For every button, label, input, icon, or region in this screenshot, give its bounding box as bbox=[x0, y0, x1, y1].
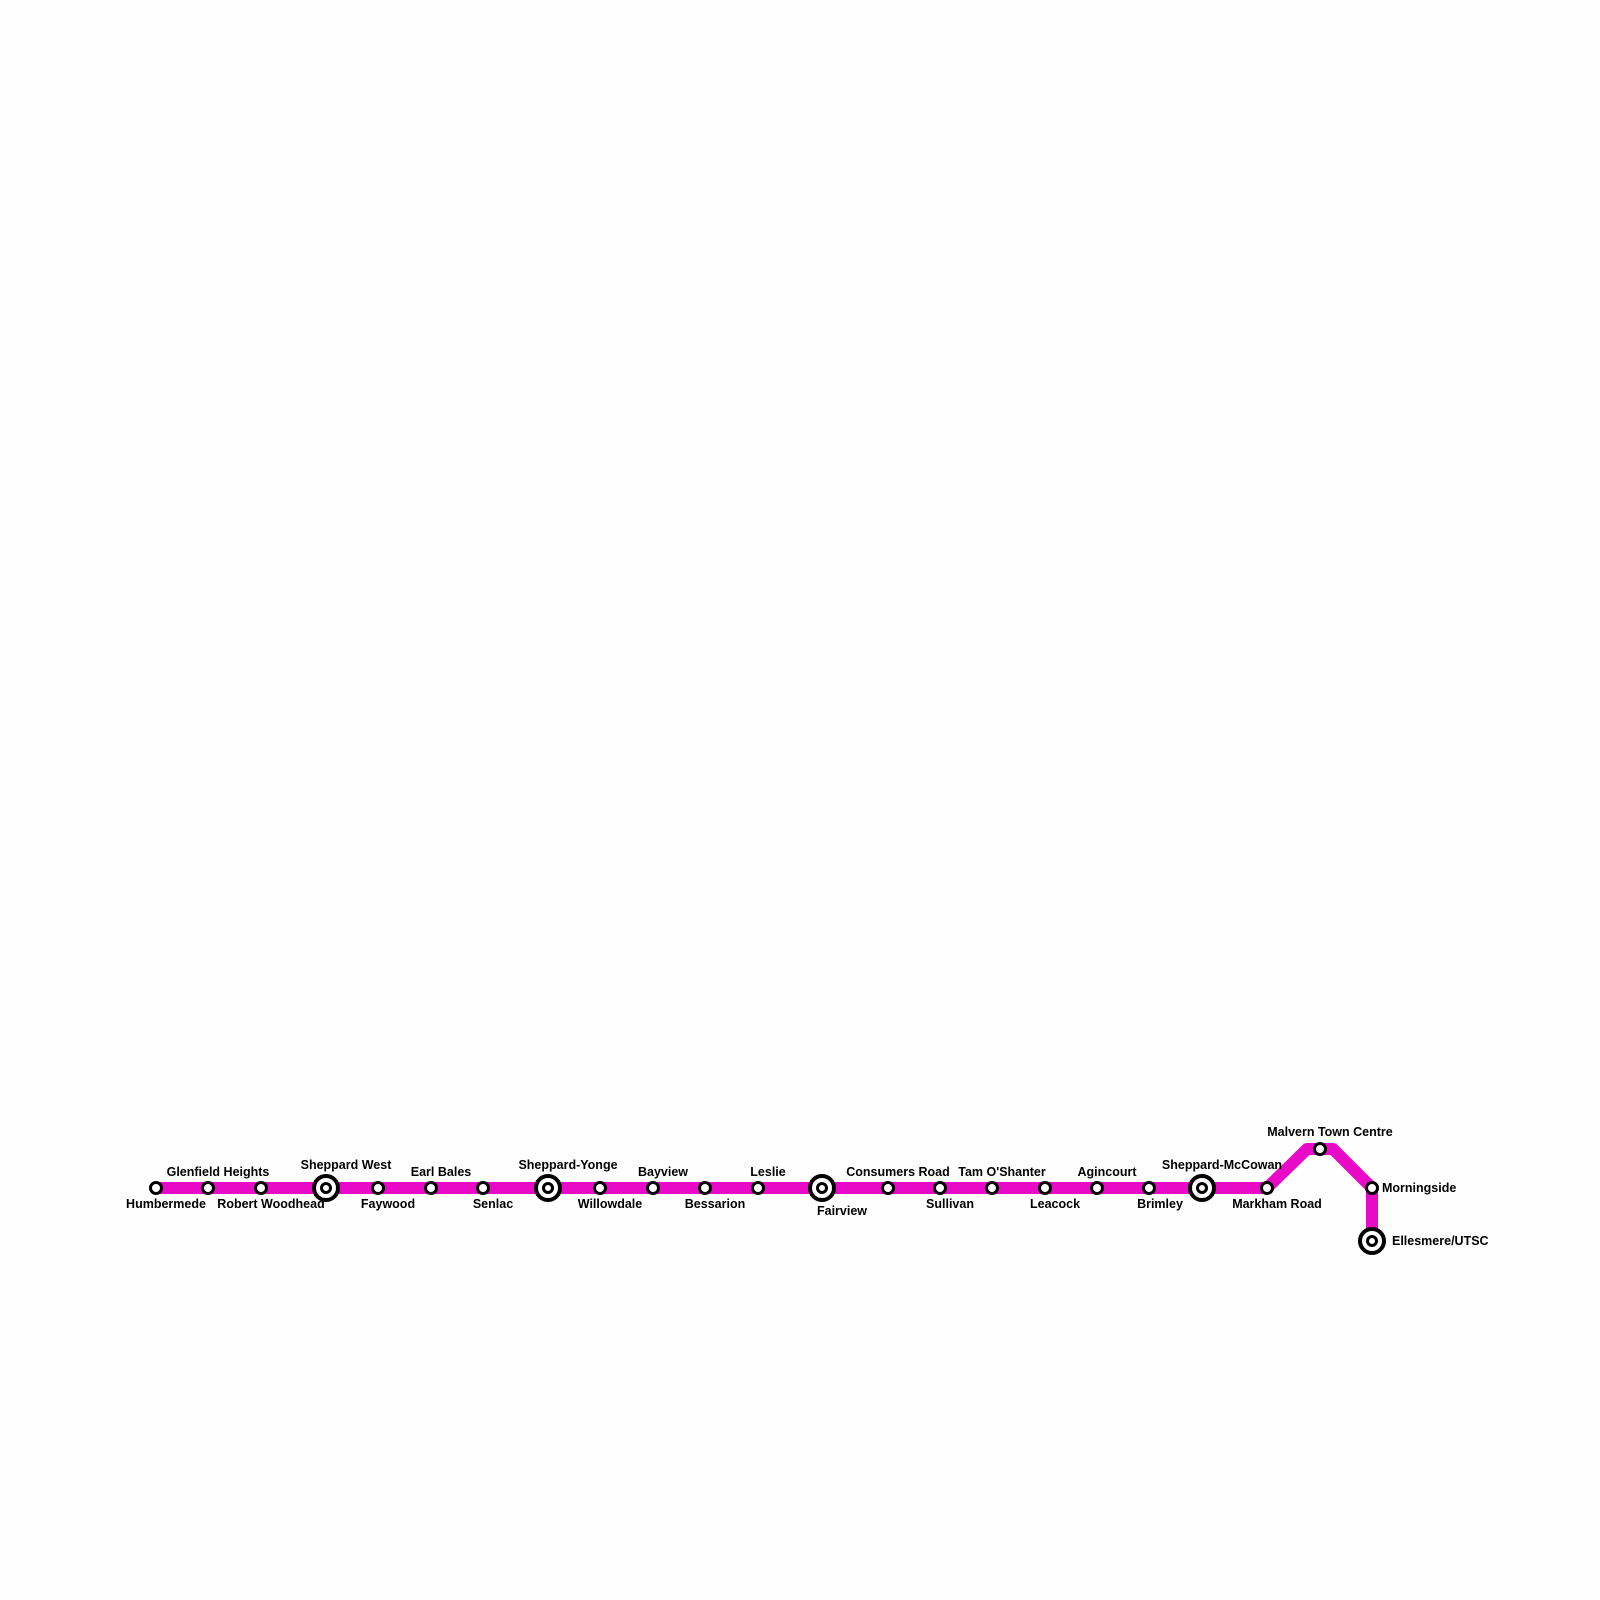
station-marker bbox=[1038, 1181, 1052, 1195]
station-marker bbox=[593, 1181, 607, 1195]
interchange-marker-inner bbox=[1366, 1235, 1378, 1247]
station-marker bbox=[1142, 1181, 1156, 1195]
station-label: Sheppard-McCowan bbox=[1162, 1158, 1282, 1172]
station-label: Sheppard-Yonge bbox=[518, 1158, 617, 1172]
station-label: Sheppard West bbox=[301, 1158, 393, 1172]
station-label: Leacock bbox=[1030, 1197, 1080, 1211]
station-label: Senlac bbox=[473, 1197, 513, 1211]
station-label: Brimley bbox=[1137, 1197, 1183, 1211]
station-label: Glenfield Heights bbox=[167, 1165, 270, 1179]
station-label: Willowdale bbox=[578, 1197, 643, 1211]
station-sheppard-yonge[interactable]: Sheppard-Yonge bbox=[518, 1158, 618, 1202]
station-marker bbox=[201, 1181, 215, 1195]
station-bayview[interactable]: Bayview bbox=[638, 1165, 688, 1195]
station-glenfield-heights[interactable]: Glenfield Heights bbox=[167, 1165, 270, 1195]
station-label: Robert Woodhead bbox=[217, 1197, 324, 1211]
station-marker bbox=[881, 1181, 895, 1195]
station-sheppard-west[interactable]: Sheppard West bbox=[301, 1158, 393, 1202]
station-leslie[interactable]: Leslie bbox=[750, 1165, 786, 1195]
station-marker bbox=[1090, 1181, 1104, 1195]
station-label: Humbermede bbox=[126, 1197, 206, 1211]
station-marker bbox=[933, 1181, 947, 1195]
station-leacock[interactable]: Leacock bbox=[1030, 1181, 1080, 1212]
station-label: Morningside bbox=[1382, 1181, 1456, 1195]
station-agincourt[interactable]: Agincourt bbox=[1077, 1165, 1137, 1195]
station-robert-woodhead[interactable]: Robert Woodhead bbox=[217, 1181, 325, 1212]
station-label: Earl Bales bbox=[411, 1165, 472, 1179]
station-label: Ellesmere/UTSC bbox=[1392, 1234, 1489, 1248]
station-senlac[interactable]: Senlac bbox=[473, 1181, 513, 1212]
station-label: Bayview bbox=[638, 1165, 688, 1179]
station-marker bbox=[424, 1181, 438, 1195]
station-marker bbox=[254, 1181, 268, 1195]
station-marker bbox=[1365, 1181, 1379, 1195]
station-marker bbox=[1260, 1181, 1274, 1195]
station-earl-bales[interactable]: Earl Bales bbox=[411, 1165, 472, 1195]
station-faywood[interactable]: Faywood bbox=[361, 1181, 415, 1212]
station-label: Agincourt bbox=[1077, 1165, 1137, 1179]
station-fairview[interactable]: Fairview bbox=[808, 1174, 867, 1218]
station-tam-o-shanter[interactable]: Tam O'Shanter bbox=[958, 1165, 1046, 1195]
interchange-marker-inner bbox=[542, 1182, 554, 1194]
station-label: Bessarion bbox=[685, 1197, 745, 1211]
station-marker bbox=[698, 1181, 712, 1195]
station-label: Faywood bbox=[361, 1197, 415, 1211]
station-marker bbox=[371, 1181, 385, 1195]
station-label: Leslie bbox=[750, 1165, 785, 1179]
station-sullivan[interactable]: Sullivan bbox=[926, 1181, 974, 1212]
station-marker bbox=[476, 1181, 490, 1195]
interchange-marker-inner bbox=[320, 1182, 332, 1194]
station-marker bbox=[646, 1181, 660, 1195]
station-morningside[interactable]: Morningside bbox=[1365, 1181, 1457, 1195]
station-humbermede[interactable]: Humbermede bbox=[126, 1181, 206, 1212]
interchange-marker-inner bbox=[816, 1182, 828, 1194]
station-marker bbox=[985, 1181, 999, 1195]
station-ellesmere-utsc[interactable]: Ellesmere/UTSC bbox=[1358, 1227, 1489, 1255]
interchange-marker-inner bbox=[1196, 1182, 1208, 1194]
station-marker bbox=[149, 1181, 163, 1195]
station-label: Tam O'Shanter bbox=[958, 1165, 1046, 1179]
station-malvern-town-centre[interactable]: Malvern Town Centre bbox=[1267, 1125, 1393, 1156]
station-sheppard-mccowan[interactable]: Sheppard-McCowan bbox=[1162, 1158, 1282, 1202]
station-marker bbox=[1313, 1142, 1327, 1156]
station-label: Sullivan bbox=[926, 1197, 974, 1211]
station-label: Malvern Town Centre bbox=[1267, 1125, 1393, 1139]
station-label: Consumers Road bbox=[846, 1165, 950, 1179]
station-marker bbox=[751, 1181, 765, 1195]
station-label: Markham Road bbox=[1232, 1197, 1322, 1211]
station-label: Fairview bbox=[817, 1204, 867, 1218]
station-consumers-road[interactable]: Consumers Road bbox=[846, 1165, 950, 1195]
station-bessarion[interactable]: Bessarion bbox=[685, 1181, 745, 1212]
station-willowdale[interactable]: Willowdale bbox=[578, 1181, 643, 1212]
station-markham-road[interactable]: Markham Road bbox=[1232, 1181, 1322, 1212]
station-brimley[interactable]: Brimley bbox=[1137, 1181, 1183, 1212]
